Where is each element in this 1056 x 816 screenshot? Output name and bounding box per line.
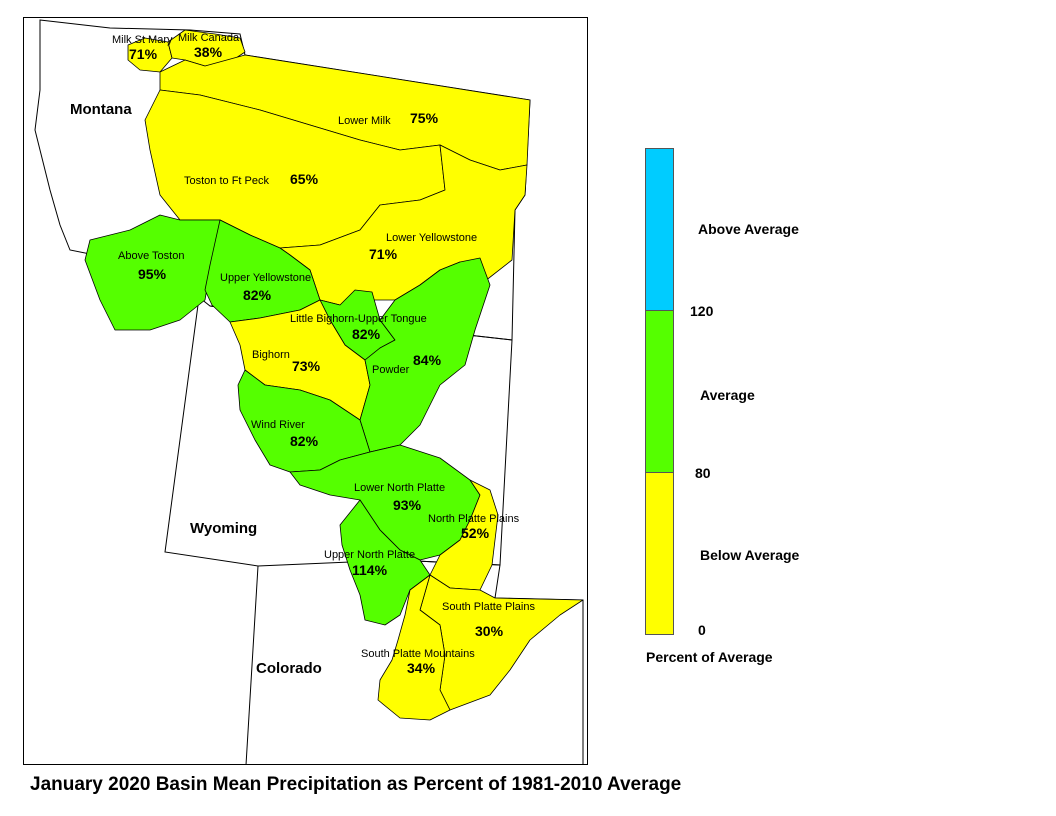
basin-name: Powder [372,364,410,376]
basin-percent: 71% [129,46,158,62]
basin-name: Lower Milk [338,115,391,127]
basin-name: Milk Canada [178,32,240,44]
basin-name: Bighorn [252,349,290,361]
state-label-colorado: Colorado [256,660,322,677]
basin-percent: 73% [292,358,321,374]
basin-percent: 82% [290,433,319,449]
basin-name: Wind River [251,419,305,431]
basin-percent: 82% [243,287,272,303]
basin-percent: 71% [369,246,398,262]
basin-name: North Platte Plains [428,513,520,525]
basin-name: South Platte Plains [442,601,535,613]
basin-name: Above Toston [118,250,184,262]
basin-percent: 93% [393,497,422,513]
basin-percent: 52% [461,525,490,541]
basin-name: Lower Yellowstone [386,232,477,244]
basin-percent: 95% [138,266,167,282]
basin-name: Lower North Platte [354,482,445,494]
basin-shape-south-platte-mountains [377,574,451,721]
basin-shape-south-platte-plains [419,574,584,711]
basin-shape-powder [359,257,491,453]
basin-name: Little Bighorn-Upper Tongue [290,313,427,325]
map-title: January 2020 Basin Mean Precipitation as… [30,774,682,795]
state-label-wyoming: Wyoming [190,520,257,537]
basin-percent: 65% [290,171,319,187]
basin-shape-upper-north-platte [339,499,431,626]
basin-percent: 30% [475,623,504,639]
basin-name: Toston to Ft Peck [184,175,269,187]
state-label-montana: Montana [70,101,132,118]
basin-name: South Platte Mountains [361,648,475,660]
basin-percent: 75% [410,110,439,126]
basin-name: Milk St Mary [112,34,173,46]
basin-percent: 82% [352,326,381,342]
basin-shape-milk-st-mary [127,37,173,73]
basin-percent: 38% [194,44,223,60]
basin-percent: 114% [352,562,388,578]
basin-percent: 84% [413,352,442,368]
basin-name: Upper Yellowstone [220,272,311,284]
basin-name: Upper North Platte [324,549,415,561]
basin-percent: 34% [407,660,436,676]
